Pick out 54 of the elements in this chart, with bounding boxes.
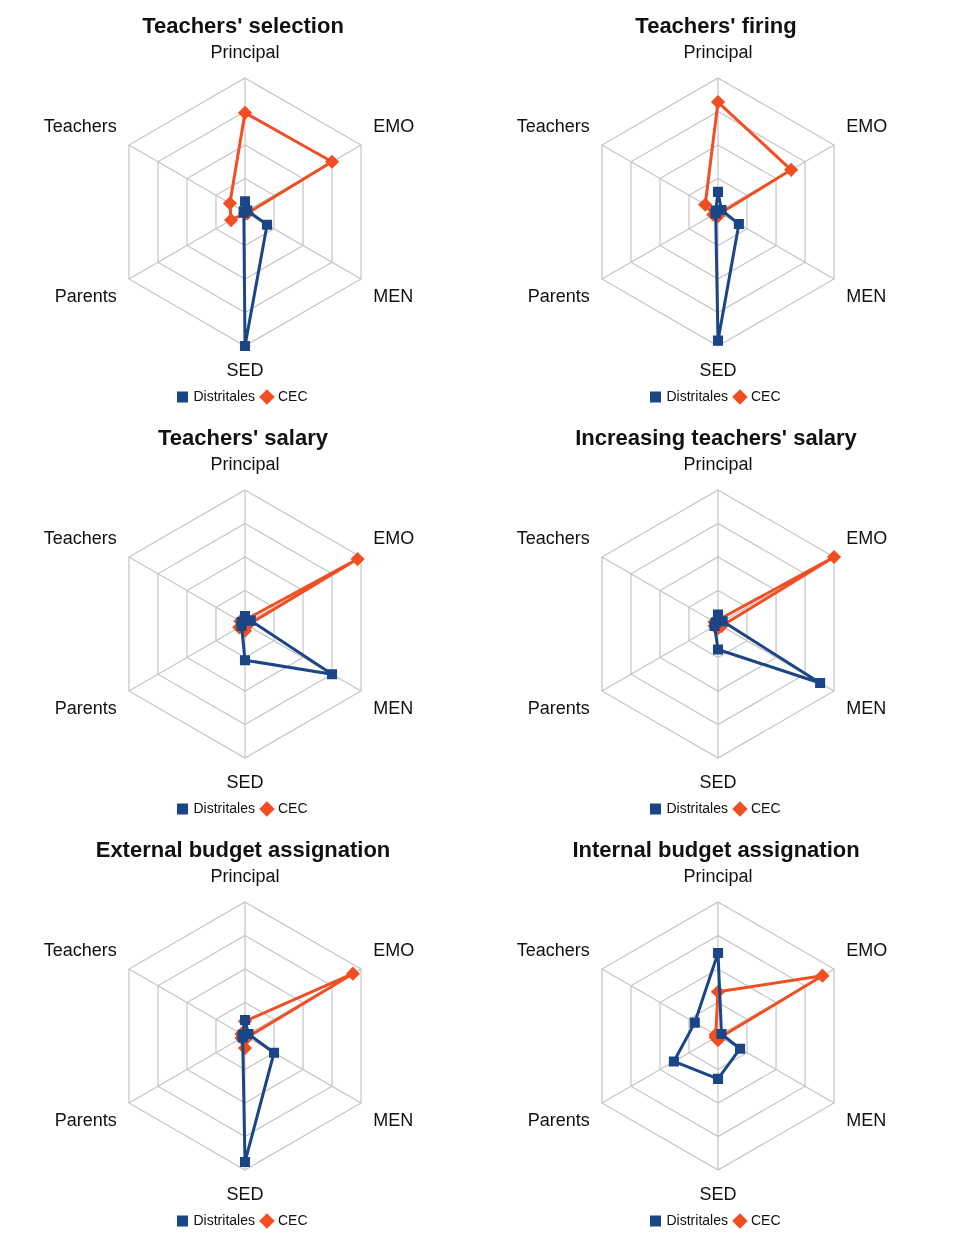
chart-title: Teachers' selection	[142, 13, 344, 39]
spoke-label: Teachers	[43, 528, 117, 549]
spoke-label: Parents	[54, 1109, 117, 1130]
legend-label: Distritales	[193, 387, 255, 404]
spoke-label: Parents	[54, 285, 117, 306]
spoke-label: EMO	[373, 940, 415, 961]
legend-label: CEC	[277, 1211, 308, 1228]
spoke-label: Teachers	[516, 116, 590, 137]
spoke-label: Teachers	[516, 940, 590, 961]
spoke-label: MEN	[846, 1109, 887, 1130]
spoke-label: SED	[226, 359, 264, 380]
spoke-label: Parents	[527, 1109, 590, 1130]
spoke-label: SED	[699, 359, 737, 380]
legend-label: Distritales	[666, 1211, 728, 1228]
spoke-label: Principal	[683, 454, 753, 475]
spoke-label: MEN	[373, 285, 414, 306]
chart-title: Teachers' firing	[635, 13, 797, 39]
spoke-label: Principal	[210, 454, 280, 475]
legend-label: CEC	[277, 799, 308, 816]
spoke-label: Parents	[527, 285, 590, 306]
spoke-label: EMO	[373, 528, 415, 549]
legend-label: CEC	[750, 1211, 781, 1228]
spoke-label: Principal	[210, 42, 280, 63]
spoke-label: MEN	[846, 697, 887, 718]
legend-label: CEC	[277, 387, 308, 404]
spoke-label: EMO	[846, 116, 888, 137]
spoke-label: Parents	[54, 697, 117, 718]
chart-title: Internal budget assignation	[572, 837, 860, 863]
spoke-label: Teachers	[43, 940, 117, 961]
spoke-label: SED	[226, 771, 264, 792]
spoke-label: MEN	[373, 1109, 414, 1130]
spoke-label: SED	[699, 771, 737, 792]
chart-title: Teachers' salary	[158, 425, 329, 451]
spoke-label: SED	[699, 1183, 737, 1204]
chart-title: External budget assignation	[95, 837, 391, 863]
spoke-label: EMO	[373, 116, 415, 137]
spoke-label: Teachers	[516, 528, 590, 549]
chart-title: Increasing teachers' salary	[575, 425, 858, 451]
spoke-label: EMO	[846, 940, 888, 961]
legend-label: Distritales	[666, 387, 728, 404]
legend-label: Distritales	[193, 1211, 255, 1228]
spoke-label: Principal	[683, 42, 753, 63]
spoke-label: Parents	[527, 697, 590, 718]
legend-label: CEC	[750, 387, 781, 404]
spoke-label: MEN	[373, 697, 414, 718]
spoke-label: MEN	[846, 285, 887, 306]
spoke-label: EMO	[846, 528, 888, 549]
legend-label: CEC	[750, 799, 781, 816]
spoke-label: Principal	[683, 866, 753, 887]
spoke-label: Teachers	[43, 116, 117, 137]
spoke-label: Principal	[210, 866, 280, 887]
legend-label: Distritales	[193, 799, 255, 816]
spoke-label: SED	[226, 1183, 264, 1204]
legend-label: Distritales	[666, 799, 728, 816]
